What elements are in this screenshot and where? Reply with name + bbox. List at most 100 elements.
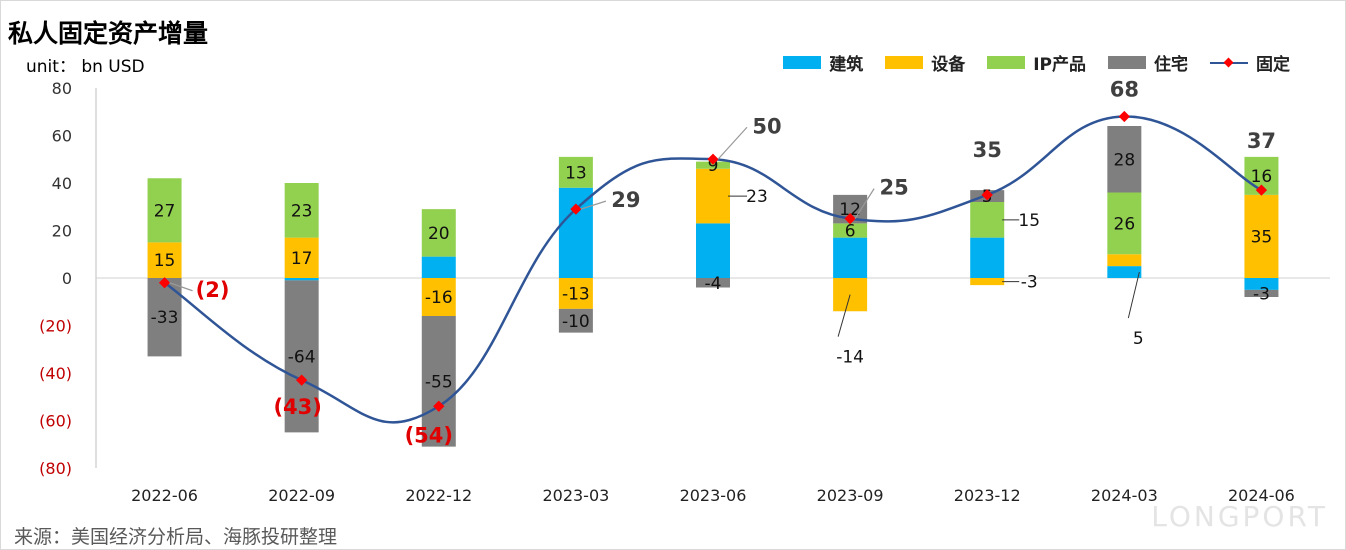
segment-label-equipment: -13: [562, 284, 590, 304]
segment-label-equipment: -14: [836, 348, 864, 368]
bar-construction: [833, 237, 868, 278]
y-tick-label: (80): [39, 459, 72, 478]
legend-label-ip-products: IP产品: [1033, 55, 1086, 75]
segment-label-equipment: 15: [154, 251, 176, 271]
segment-label-residential: -3: [1253, 284, 1270, 304]
bar-construction: [696, 223, 730, 278]
x-tick-label: 2023-06: [680, 486, 747, 505]
segment-label-equipment: -3: [1021, 273, 1038, 293]
bar-ip-products: [147, 178, 182, 243]
segment-label-ip-products: 16: [1251, 167, 1273, 187]
total-value-label: 25: [879, 176, 908, 200]
total-label-leader-line: [717, 126, 748, 160]
total-marker: [707, 153, 719, 165]
label-leader-line: [1127, 271, 1140, 319]
segment-label-ip-products: 27: [154, 201, 176, 221]
segment-label-residential: -4: [705, 274, 722, 294]
bar-residential: [421, 316, 456, 447]
segment-label-ip-products: 26: [1114, 214, 1136, 234]
segment-label-residential: -64: [288, 347, 316, 367]
y-tick-label: (40): [39, 364, 72, 383]
total-value-label: 50: [752, 114, 781, 138]
bar-ip-products: [284, 183, 319, 238]
bar-residential: [696, 278, 730, 288]
segment-label-equipment: 23: [746, 187, 768, 207]
bar-residential: [558, 308, 593, 333]
y-tick-label: 60: [52, 127, 72, 146]
bar-residential: [1244, 289, 1279, 297]
bar-ip-products: [696, 161, 730, 169]
bar-construction: [421, 256, 456, 278]
legend-label-fixed: 固定: [1256, 55, 1290, 75]
bar-equipment: [284, 237, 319, 278]
total-value-label: (2): [196, 278, 230, 302]
bar-residential: [1107, 126, 1142, 193]
x-tick-label: 2024-03: [1091, 486, 1158, 505]
bar-ip-products: [833, 223, 868, 238]
bar-ip-products: [558, 156, 593, 188]
bar-construction: [970, 237, 1005, 278]
total-label-leader-line: [854, 188, 875, 219]
total-marker: [981, 189, 993, 201]
segment-label-equipment: 17: [291, 249, 313, 269]
y-tick-label: 40: [52, 174, 72, 193]
x-tick-label: 2024-06: [1228, 486, 1295, 505]
legend-item-fixed: 固定: [1210, 50, 1290, 75]
legend-line-marker-icon: [1210, 56, 1248, 70]
segment-label-construction: 5: [1133, 329, 1144, 349]
total-marker: [296, 374, 308, 386]
total-label-leader-line: [169, 282, 193, 292]
segment-label-residential: 28: [1114, 150, 1136, 170]
total-value-label: (54): [405, 423, 453, 447]
bar-equipment: [421, 278, 456, 316]
total-value-label: 35: [973, 138, 1002, 162]
segment-label-equipment: 35: [1251, 227, 1273, 247]
bar-ip-products: [1107, 192, 1142, 255]
x-tick-label: 2023-03: [542, 486, 609, 505]
legend-item-equipment: 设备: [885, 50, 965, 75]
segment-label-residential: -10: [562, 312, 590, 332]
y-tick-label: 80: [52, 79, 72, 98]
total-fixed-line: [163, 115, 1263, 424]
legend-label-residential: 住宅: [1154, 55, 1188, 75]
x-tick-label: 2023-12: [954, 486, 1021, 505]
bar-equipment: [1244, 194, 1279, 278]
bar-equipment: [696, 168, 730, 224]
bar-equipment: [1107, 254, 1142, 267]
y-tick-label: (20): [39, 317, 72, 336]
bar-construction: [284, 278, 319, 281]
legend-swatch-ip-products: [987, 56, 1026, 69]
segment-label-residential: -55: [425, 372, 453, 392]
segment-label-ip-products: 6: [845, 222, 856, 242]
x-tick-label: 2023-09: [817, 486, 884, 505]
y-tick-label: (60): [39, 412, 72, 431]
x-tick-label: 2022-12: [405, 486, 472, 505]
segment-label-ip-products: 20: [428, 224, 450, 244]
segment-label-residential: -33: [151, 308, 179, 328]
segment-label-residential: 12: [839, 200, 861, 220]
x-tick-label: 2022-09: [268, 486, 335, 505]
bar-equipment: [558, 278, 593, 309]
chart-title: 私人固定资产增量: [8, 19, 209, 48]
total-value-label: 29: [611, 188, 640, 212]
bar-equipment: [147, 242, 182, 278]
segment-label-equipment: -16: [425, 288, 453, 308]
legend-label-construction: 建筑: [829, 55, 864, 75]
legend-swatch-residential: [1108, 56, 1146, 69]
bar-equipment: [970, 278, 1005, 286]
legend-item-ip-products: IP产品: [987, 50, 1086, 75]
segment-label-ip-products: 9: [708, 156, 719, 176]
legend-swatch-construction: [783, 56, 822, 69]
total-marker: [433, 400, 445, 412]
bar-construction: [558, 187, 593, 278]
total-label-leader-line: [580, 200, 607, 210]
y-tick-label: 0: [62, 269, 72, 288]
total-marker: [1118, 110, 1130, 123]
source-note: 来源：美国经济分析局、海豚投研整理: [14, 526, 338, 548]
bar-construction: [1244, 278, 1279, 290]
total-marker: [158, 277, 171, 289]
segment-label-ip-products: 15: [1018, 211, 1040, 231]
bar-ip-products: [970, 202, 1005, 238]
total-marker: [844, 212, 856, 225]
